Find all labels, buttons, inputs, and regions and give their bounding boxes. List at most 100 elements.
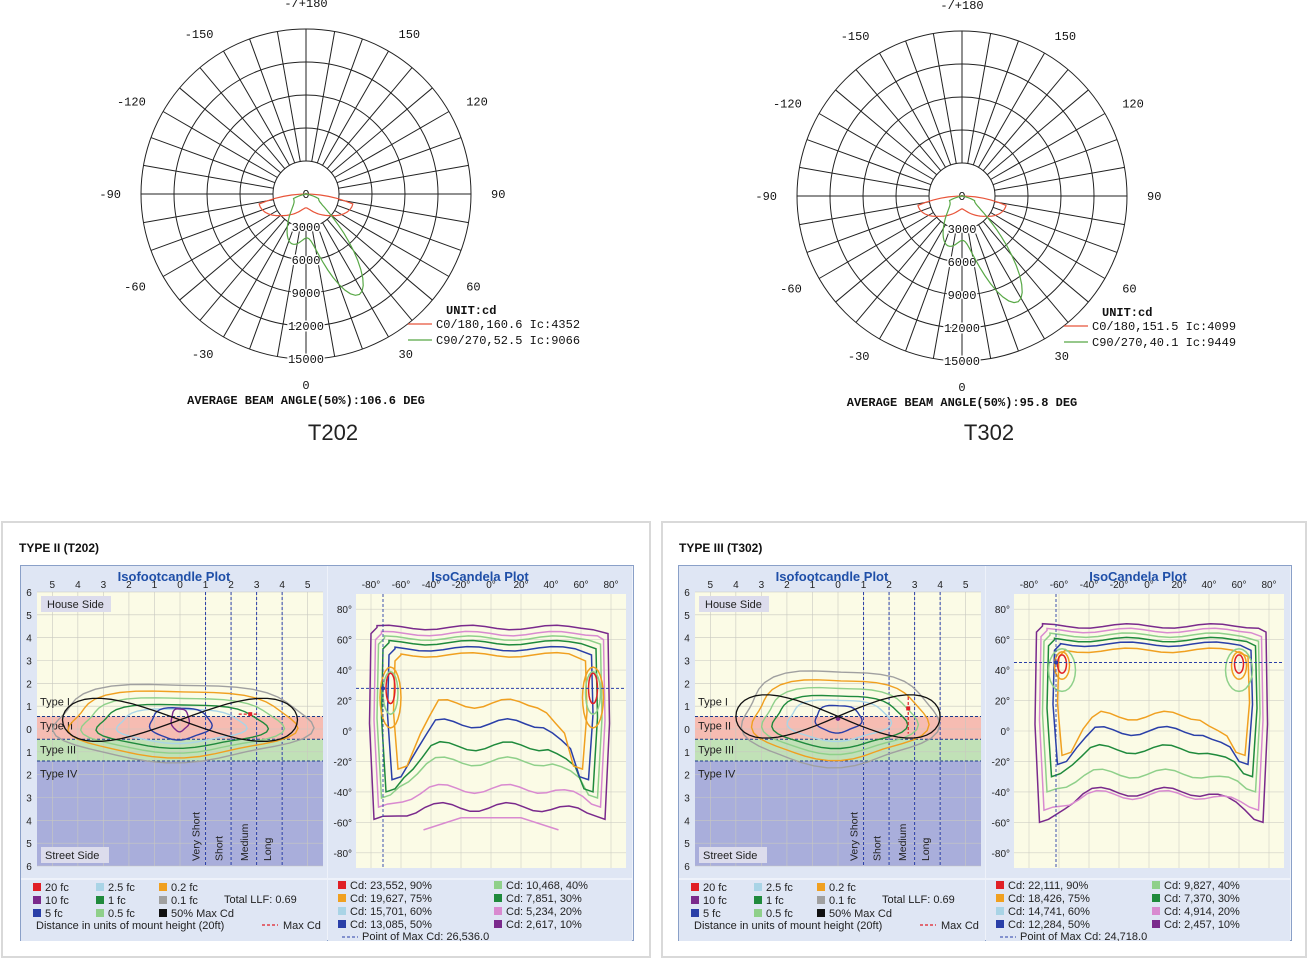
legend-label: Cd: 15,701, 60% xyxy=(350,906,432,918)
grid-spoke xyxy=(986,216,1089,303)
total-llf: Total LLF: 0.69 xyxy=(224,894,297,906)
grid-spoke xyxy=(179,214,282,301)
radial-label: 0 xyxy=(958,190,965,204)
legend-swatch xyxy=(159,909,167,917)
panel-title: TYPE III (T302) xyxy=(679,541,763,555)
isocandela-contour xyxy=(1046,636,1258,778)
legend-label: 20 fc xyxy=(45,882,69,894)
iso-fc-title: Isofootcandle Plot xyxy=(776,569,889,584)
isocandela-contour xyxy=(376,635,603,800)
isofootcandle-contour xyxy=(814,704,863,734)
isocandela-contour xyxy=(1053,651,1071,680)
isofootcandle-plot: Isofootcandle Plot 5 4 3 2 1 0 1 2 3 4 5 6 5 4 3 2 1 0 1 2 3 4… xyxy=(679,566,985,941)
legend-swatch xyxy=(691,909,699,917)
cd-y-tick: 60° xyxy=(337,636,352,647)
grid-spoke xyxy=(978,52,1045,168)
cd-y-tick: -40° xyxy=(992,788,1010,799)
y-tick: 6 xyxy=(684,862,690,873)
grid-spoke xyxy=(994,201,1125,226)
angle-label: 0 xyxy=(302,379,309,393)
cd-x-tick: -20° xyxy=(1110,580,1128,591)
x-tick: 4 xyxy=(937,580,943,591)
angle-label: 30 xyxy=(1055,350,1069,364)
x-tick: 0 xyxy=(835,580,841,591)
grid-spoke xyxy=(199,67,286,170)
legend-label: Cd: 5,234, 20% xyxy=(506,906,582,918)
angle-label: 120 xyxy=(466,96,488,110)
y-tick: 5 xyxy=(26,839,32,850)
legend-swatch xyxy=(817,909,825,917)
legend-label: 2.5 fc xyxy=(108,882,135,894)
distance-label: Medium xyxy=(239,823,251,861)
grid-spoke xyxy=(322,50,389,166)
x-tick: 2 xyxy=(228,580,234,591)
cd-y-tick: -20° xyxy=(992,757,1010,768)
street-side-label: Street Side xyxy=(45,850,99,862)
legend-label: 2.5 fc xyxy=(766,882,793,894)
legend-label: Cd: 10,468, 40% xyxy=(506,880,588,892)
isocandela-contour xyxy=(1047,648,1077,693)
angle-label: -150 xyxy=(841,30,870,44)
y-tick: 3 xyxy=(684,657,690,668)
grid-spoke xyxy=(855,69,942,172)
iso-cd-title: IsoCandela Plot xyxy=(1089,569,1187,584)
legend-swatch xyxy=(996,881,1004,889)
grid-spoke xyxy=(276,226,301,357)
y-tick: 2 xyxy=(684,679,690,690)
legend-label: 0.1 fc xyxy=(171,895,198,907)
grid-spoke xyxy=(978,224,1045,340)
type-label: Type I xyxy=(698,697,728,709)
grid-spoke xyxy=(992,206,1118,253)
grid-spoke xyxy=(986,89,1089,176)
grid-spoke xyxy=(799,166,930,191)
type-label: Type II xyxy=(698,721,731,733)
grid-spoke xyxy=(990,212,1106,279)
polar-chart-t202: -/+180 150 -150 120 -120 90 -90 60 -60 30 -30 0 0 300… xyxy=(0,0,654,470)
legend-swatch xyxy=(159,883,167,891)
panel-type-ii: TYPE II (T202) Isofootcandle Plot 5 4 3 2 1 0 1… xyxy=(1,521,651,958)
angle-label: -150 xyxy=(185,28,214,42)
series-c0-curve xyxy=(258,193,354,217)
y-tick: 3 xyxy=(26,794,32,805)
y-tick: 1 xyxy=(26,702,32,713)
house-side-label: House Side xyxy=(47,599,104,611)
iso-cd-title: IsoCandela Plot xyxy=(431,569,529,584)
isocandela-contour xyxy=(1038,627,1264,812)
isofootcandle-contour xyxy=(771,694,909,750)
cd-y-tick: 20° xyxy=(995,697,1010,708)
y-tick: 5 xyxy=(684,611,690,622)
cd-x-tick: 20° xyxy=(1171,580,1186,591)
type-label: Type III xyxy=(698,745,734,757)
max-cd-50-contour xyxy=(61,697,299,742)
grid-spoke xyxy=(150,204,276,251)
y-tick: 0 xyxy=(26,725,32,736)
unit-label: UNIT:cd xyxy=(1102,306,1152,320)
polar-chart-t302: -/+180 150 -150 120 -120 90 -90 60 -60 30 -30 0 0 300… xyxy=(654,0,1308,470)
legend-label: Cd: 12,284, 50% xyxy=(1008,919,1090,931)
y-tick: 3 xyxy=(684,794,690,805)
type-label: Type IV xyxy=(698,769,736,781)
x-tick: 1 xyxy=(152,580,158,591)
legend-label: 20 fc xyxy=(703,882,727,894)
angle-label: -60 xyxy=(124,281,146,295)
x-tick: 4 xyxy=(733,580,739,591)
legend-swatch xyxy=(338,920,346,928)
legend-swatch xyxy=(159,896,167,904)
isofootcandle-contour xyxy=(835,716,841,721)
street-side-label: Street Side xyxy=(703,850,757,862)
cd-x-tick: 40° xyxy=(543,580,558,591)
angle-label: -120 xyxy=(773,98,802,112)
type-label: Type I xyxy=(40,697,70,709)
isocandela-contour xyxy=(368,624,611,821)
radial-label: 9000 xyxy=(292,287,321,301)
type-label: Type III xyxy=(40,745,76,757)
cd-x-tick: -80° xyxy=(1020,580,1038,591)
y-tick: 2 xyxy=(684,771,690,782)
legend-swatch xyxy=(1152,881,1160,889)
x-tick: 5 xyxy=(50,580,56,591)
series-c0-curve xyxy=(917,195,1007,217)
cd-x-tick: 40° xyxy=(1201,580,1216,591)
legend-label: Cd: 2,457, 10% xyxy=(1164,919,1240,931)
x-tick: 1 xyxy=(810,580,816,591)
cd-x-tick: 0° xyxy=(1144,580,1154,591)
